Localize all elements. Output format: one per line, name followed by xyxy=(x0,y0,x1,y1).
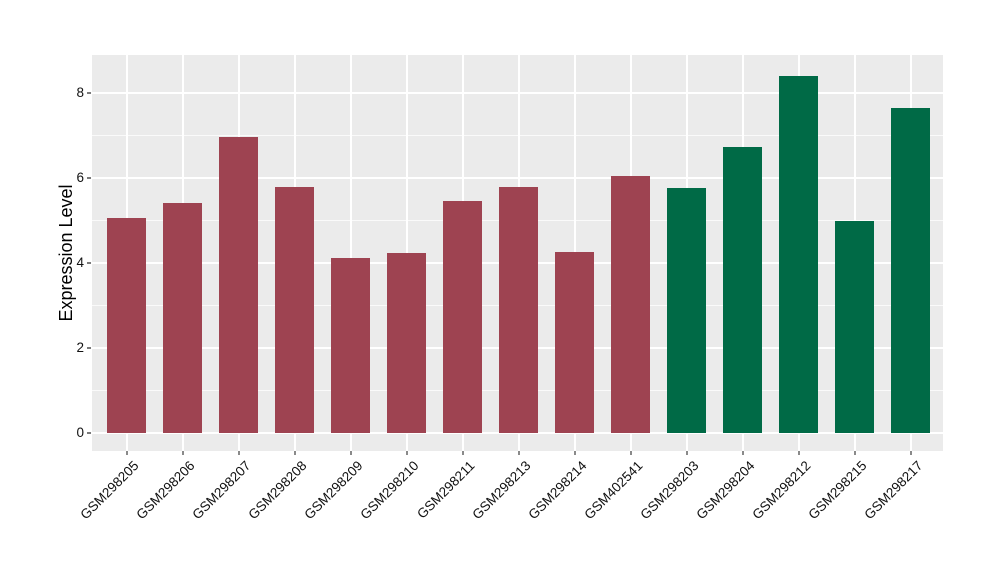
x-tick-mark xyxy=(349,451,352,455)
bar-GSM298209 xyxy=(330,257,371,433)
x-tick-mark xyxy=(797,451,800,455)
gridline-y-major xyxy=(92,432,943,434)
x-tick-label-GSM298215: GSM298215 xyxy=(805,458,870,523)
plot-panel xyxy=(92,55,943,451)
bar-GSM298211 xyxy=(442,201,483,433)
x-tick-label-GSM402541: GSM402541 xyxy=(581,458,646,523)
bar-GSM298217 xyxy=(890,108,931,433)
x-tick-label-GSM298210: GSM298210 xyxy=(357,458,422,523)
bar-GSM402541 xyxy=(610,175,651,433)
y-tick-mark xyxy=(87,92,91,94)
bar-GSM298212 xyxy=(778,76,819,433)
x-tick-mark xyxy=(685,451,688,455)
bar-GSM298207 xyxy=(218,136,259,433)
x-tick-mark xyxy=(909,451,912,455)
bar-GSM298214 xyxy=(554,251,595,433)
bar-GSM298206 xyxy=(162,202,203,433)
x-tick-mark xyxy=(293,451,296,455)
x-tick-mark xyxy=(573,451,576,455)
x-tick-mark xyxy=(629,451,632,455)
x-tick-label-GSM298206: GSM298206 xyxy=(133,458,198,523)
y-tick-label: 2 xyxy=(76,340,84,355)
y-tick-mark xyxy=(87,177,91,179)
bar-GSM298210 xyxy=(386,253,427,433)
x-tick-label-GSM298217: GSM298217 xyxy=(861,458,926,523)
x-tick-mark xyxy=(405,451,408,455)
x-tick-mark xyxy=(237,451,240,455)
bar-GSM298205 xyxy=(106,218,147,433)
y-tick-mark xyxy=(87,262,91,264)
x-tick-mark xyxy=(181,451,184,455)
y-tick-label: 8 xyxy=(76,85,84,100)
bar-GSM298203 xyxy=(666,188,707,433)
x-tick-label-GSM298207: GSM298207 xyxy=(189,458,254,523)
bar-GSM298213 xyxy=(498,187,539,433)
bar-GSM298215 xyxy=(834,220,875,433)
x-tick-mark xyxy=(741,451,744,455)
x-tick-label-GSM298204: GSM298204 xyxy=(693,458,758,523)
x-tick-label-GSM298211: GSM298211 xyxy=(413,458,478,522)
y-axis-title: Expression Level xyxy=(56,184,76,322)
x-tick-mark xyxy=(125,451,128,455)
gridline-y-minor xyxy=(92,135,943,136)
x-tick-label-GSM298212: GSM298212 xyxy=(749,458,814,523)
x-tick-mark xyxy=(517,451,520,455)
y-tick-label: 0 xyxy=(76,425,84,440)
x-tick-label-GSM298214: GSM298214 xyxy=(525,458,590,523)
gridline-y-major xyxy=(92,92,943,94)
y-tick-label: 6 xyxy=(76,170,84,185)
y-tick-mark xyxy=(87,347,91,349)
bar-GSM298204 xyxy=(722,146,763,433)
x-tick-mark xyxy=(461,451,464,455)
x-tick-label-GSM298203: GSM298203 xyxy=(637,458,702,523)
gridline-x-major xyxy=(349,55,352,451)
x-tick-mark xyxy=(853,451,856,455)
x-tick-label-GSM298208: GSM298208 xyxy=(245,458,310,523)
y-tick-label: 4 xyxy=(76,255,84,270)
x-tick-label-GSM298209: GSM298209 xyxy=(301,458,366,523)
x-tick-label-GSM298205: GSM298205 xyxy=(77,458,142,523)
gridline-y-major xyxy=(92,177,943,179)
y-tick-mark xyxy=(87,432,91,434)
gridline-x-major xyxy=(405,55,408,451)
bar-GSM298208 xyxy=(274,187,315,433)
x-tick-label-GSM298213: GSM298213 xyxy=(469,458,534,523)
